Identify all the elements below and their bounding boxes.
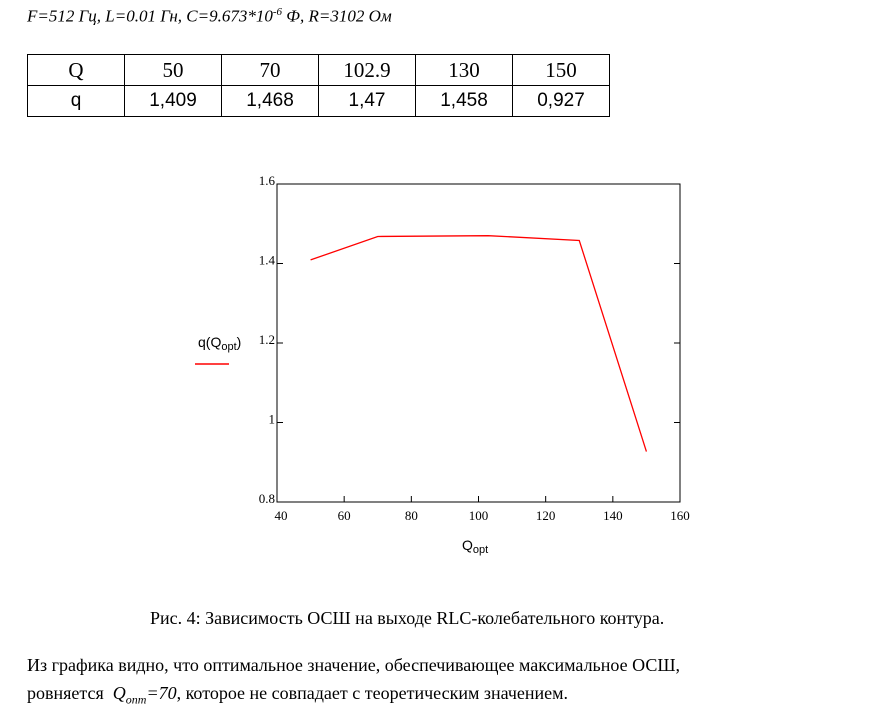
y-tick-label: 1.4 (259, 252, 276, 267)
table-cell: 1,468 (221, 85, 319, 117)
caption: Рис. 4: Зависимость ОСШ на выходе RLC-ко… (150, 608, 665, 628)
data-table: Q 50 70 102.9 130 150 q 1,409 1,468 1,47 1,458 0,92… (27, 54, 610, 117)
y-tick-label: 1.6 (259, 173, 276, 188)
symbol: Qопт=70 (112, 683, 177, 707)
table-row: q 1,409 1,468 1,47 1,458 0,927 (27, 85, 610, 117)
x-label-part: Q (462, 537, 473, 553)
table-cell: 1,47 (318, 85, 416, 117)
table-row: Q 50 70 102.9 130 150 (27, 54, 610, 86)
x-tick-label: 160 (670, 508, 690, 523)
x-tick-label: 120 (536, 508, 556, 523)
header-exponent: -6 (272, 6, 283, 18)
table-cell: 1,409 (124, 85, 222, 117)
y-label-part: ) (237, 334, 242, 350)
table-cell: q (27, 85, 125, 117)
table-cell: 0,927 (512, 85, 610, 117)
table-cell: 150 (512, 54, 610, 86)
x-tick-label: 80 (405, 508, 418, 523)
paragraph-line: ровняется Qопт=70, которое не совпадает … (27, 683, 568, 708)
y-label-sub: opt (221, 341, 236, 353)
table-cell: 130 (415, 54, 513, 86)
text: ровняется (27, 683, 104, 703)
y-tick-label: 1 (269, 411, 276, 426)
table-cell: 102.9 (318, 54, 416, 86)
header: F=512 Гц, L=0.01 Гн, C=9.673*10-6 Ф, R=3… (27, 6, 392, 27)
header-text: Ф, R=3102 Ом (282, 6, 392, 26)
x-tick-label: 60 (338, 508, 351, 523)
plot-frame (276, 183, 681, 503)
paragraph-line: Из графика видно, что оптимальное значен… (27, 655, 680, 675)
x-label-sub: opt (473, 544, 488, 556)
table-cell: 1,458 (415, 85, 513, 117)
data-line (310, 235, 648, 452)
symbol-value: =70 (146, 683, 177, 703)
y-label-part: q(Q (198, 334, 221, 350)
text: , которое не совпадает с теоретическим з… (176, 683, 569, 703)
y-tick-label: 1.2 (259, 332, 275, 347)
symbol-letter: Q (112, 683, 126, 703)
symbol-sub: опт (125, 692, 147, 707)
y-tick-label: 0.8 (259, 491, 275, 506)
x-axis-label: Qopt (462, 537, 488, 556)
x-tick-label: 140 (603, 508, 623, 523)
x-tick-label: 100 (469, 508, 489, 523)
x-tick-label: 40 (275, 508, 288, 523)
header-text: F=512 Гц, L=0.01 Гн, C=9.673*10 (27, 6, 273, 26)
y-axis-label: q(Qopt) (198, 334, 241, 353)
